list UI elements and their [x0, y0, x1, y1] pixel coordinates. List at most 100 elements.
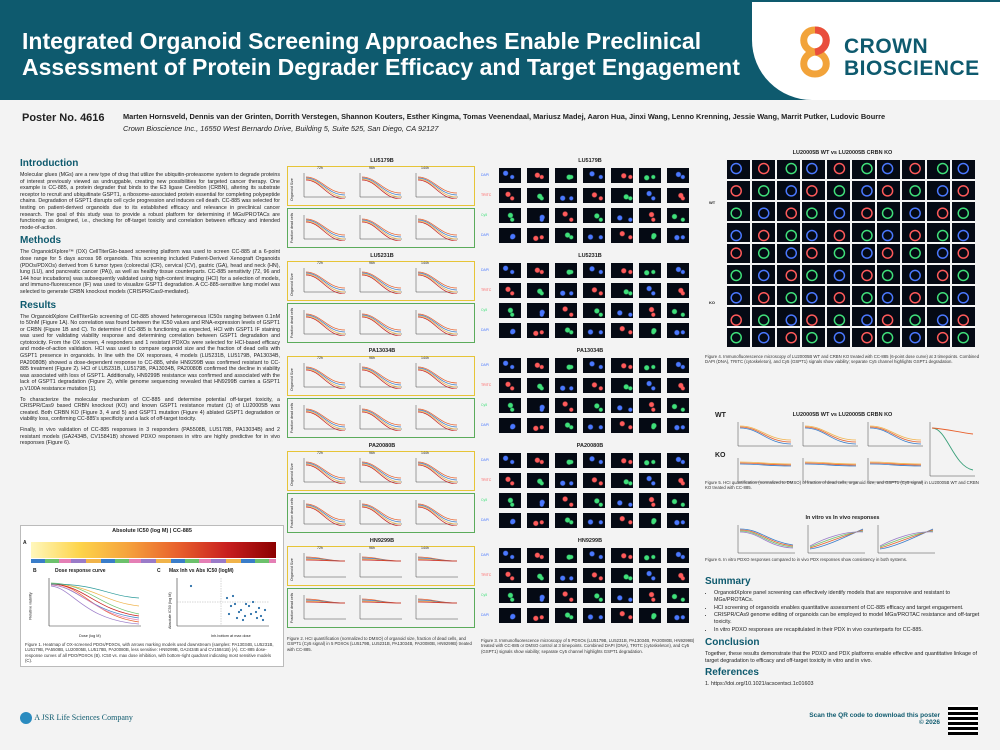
dead-cells-panel: [287, 493, 475, 533]
microscopy-image: [639, 493, 661, 508]
microscopy-image: [902, 328, 925, 347]
microscopy-image: [802, 328, 825, 347]
microscopy-image: [639, 608, 661, 623]
microscopy-image: [555, 418, 577, 433]
dead-cells-panel: [287, 303, 475, 343]
b-xlabel: Dose (log M): [79, 634, 101, 638]
microscopy-image: [752, 307, 775, 326]
microscopy-image: [611, 208, 633, 223]
hci-dose-curve: [359, 173, 402, 199]
microscopy-image: [877, 265, 900, 284]
panel-c-label: C: [157, 568, 161, 574]
microscopy-image: [499, 228, 521, 243]
dose-response-plot: [48, 578, 141, 627]
microscopy-image: [639, 548, 661, 563]
microscopy-image: [583, 208, 605, 223]
hci-dose-curve: [415, 268, 458, 294]
microscopy-image: [583, 398, 605, 413]
fig6-response-curve: [737, 525, 795, 554]
fig2-row-label: Fraction dead cells: [290, 497, 294, 528]
microscopy-image: [555, 568, 577, 583]
hci-dose-curve: [415, 215, 458, 241]
wt-row-label: WT: [715, 412, 726, 419]
microscopy-image: [952, 160, 975, 179]
microscopy-image: [611, 358, 633, 373]
microscopy-image: [499, 473, 521, 488]
intro-heading: Introduction: [20, 158, 79, 169]
microscopy-image: [499, 208, 521, 223]
hci-dose-curve: [359, 458, 402, 484]
crown-bioscience-logo: CROWN BIOSCIENCE: [752, 2, 1000, 100]
microscopy-image: [555, 208, 577, 223]
microscopy-image: [952, 265, 975, 284]
b-ylabel: Relative viability: [28, 592, 33, 620]
panel-b-label: B: [33, 568, 37, 574]
qr-code-icon[interactable]: [948, 705, 978, 735]
microscopy-image: [583, 548, 605, 563]
microscopy-image: [902, 244, 925, 263]
hci-dose-curve: [415, 363, 458, 389]
microscopy-image: [611, 418, 633, 433]
microscopy-image: [952, 244, 975, 263]
microscopy-image: [639, 303, 661, 318]
timepoint-label: 144h: [421, 546, 429, 550]
figure-6: In vitro vs In vivo responses Figure 6. …: [705, 515, 980, 570]
wt-group-label: WT: [709, 200, 716, 205]
microscopy-image: [639, 378, 661, 393]
organoid-size-panel: [287, 261, 475, 301]
microscopy-image: [639, 588, 661, 603]
hci-dose-curve: [303, 595, 346, 620]
brand-name: CROWN BIOSCIENCE: [844, 35, 980, 80]
results-heading: Results: [20, 299, 57, 311]
fig5-dose-curve: [802, 422, 858, 447]
microscopy-image: [877, 307, 900, 326]
microscopy-image: [877, 202, 900, 221]
hci-dose-curve: [303, 268, 346, 294]
channel-label: DAPI: [481, 553, 490, 557]
hci-dose-curve: [359, 215, 402, 241]
panel-a-label: A: [23, 540, 27, 546]
microscopy-image: [752, 160, 775, 179]
fig2-row-label: Fraction dead cells: [290, 592, 294, 623]
microscopy-image: [499, 188, 521, 203]
microscopy-image: [667, 453, 689, 468]
summary-list: OrganoidXplore panel screening can effec…: [705, 590, 980, 634]
microscopy-image: [927, 328, 950, 347]
microscopy-image: [611, 493, 633, 508]
microscopy-image: [727, 328, 750, 347]
microscopy-image: [527, 378, 549, 393]
microscopy-image: [877, 244, 900, 263]
fig3-model-title: LU5179B: [578, 158, 602, 164]
microscopy-image: [852, 328, 875, 347]
microscopy-image: [877, 328, 900, 347]
channel-label: Cy5: [481, 593, 488, 597]
microscopy-image: [499, 608, 521, 623]
microscopy-image: [852, 307, 875, 326]
microscopy-image: [752, 202, 775, 221]
microscopy-image: [852, 286, 875, 305]
organoid-size-panel: [287, 166, 475, 206]
summary-item: OrganoidXplore panel screening can effec…: [714, 590, 980, 604]
microscopy-image: [527, 358, 549, 373]
microscopy-image: [527, 283, 549, 298]
microscopy-image: [583, 418, 605, 433]
microscopy-image: [777, 202, 800, 221]
microscopy-image: [611, 608, 633, 623]
microscopy-image: [639, 568, 661, 583]
microscopy-image: [827, 202, 850, 221]
microscopy-image: [927, 181, 950, 200]
fig2-model-title: PA13034B: [368, 348, 396, 354]
microscopy-image: [583, 473, 605, 488]
channel-label: Cy5: [481, 403, 488, 407]
microscopy-image: [639, 188, 661, 203]
panel-c-title: Max Inh vs Abs IC50 (logM): [169, 568, 234, 574]
references-heading: References: [705, 667, 759, 679]
poster-title: Integrated Organoid Screening Approaches…: [22, 28, 740, 80]
microscopy-image: [952, 286, 975, 305]
reference-item: 1. https://doi.org/10.1021/acscentsci.1c…: [705, 681, 814, 688]
microscopy-image: [667, 548, 689, 563]
hci-dose-curve: [303, 458, 346, 484]
fig2-model-title: HN9299B: [369, 538, 395, 544]
intro-text: Molecular glues (MGs) are a new type of …: [20, 172, 280, 231]
microscopy-image: [667, 188, 689, 203]
